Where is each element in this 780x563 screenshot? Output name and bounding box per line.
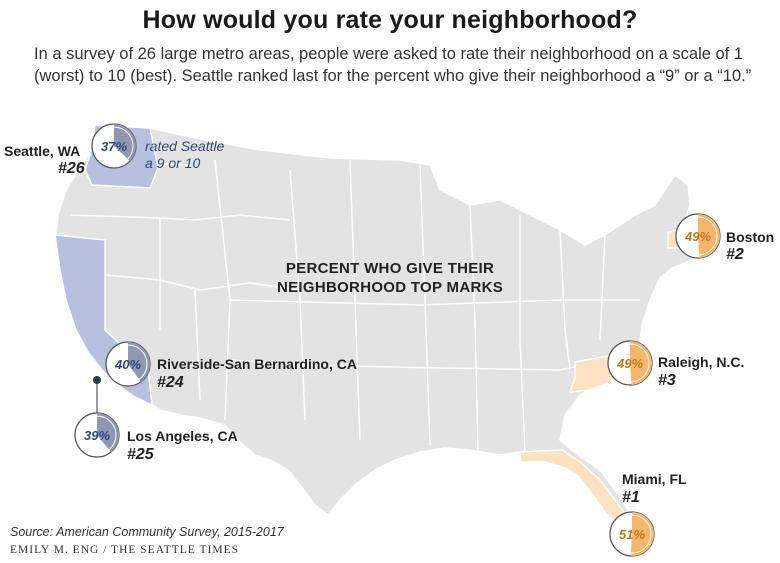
seattle-label: Seattle, WA bbox=[4, 143, 81, 159]
riverside-percent: 40% bbox=[114, 357, 142, 372]
raleigh-label: Raleigh, N.C. bbox=[658, 354, 745, 370]
riverside-pie-marker bbox=[105, 341, 151, 387]
seattle-rank: #26 bbox=[58, 160, 85, 177]
pie-wedge bbox=[630, 512, 654, 556]
seattle-pie-marker bbox=[91, 123, 137, 169]
boston-label: Boston bbox=[726, 229, 775, 245]
la-dot bbox=[93, 376, 101, 384]
pie-inner-ring bbox=[678, 216, 718, 256]
los-angeles-rank: #25 bbox=[127, 446, 154, 463]
center-label-line1: PERCENT WHO GIVE THEIR bbox=[285, 260, 495, 277]
los-angeles-label: Los Angeles, CA bbox=[127, 428, 238, 444]
chart-title: How would you rate your neighborhood? bbox=[142, 6, 638, 34]
chart-subtitle: In a survey of 26 large metro areas, peo… bbox=[34, 45, 752, 85]
note-line2: a 9 or 10 bbox=[145, 155, 201, 171]
miami-percent: 51% bbox=[618, 527, 646, 542]
pie-inner-ring bbox=[610, 343, 650, 383]
riverside-rank: #24 bbox=[157, 374, 184, 391]
raleigh-pie-marker bbox=[607, 340, 653, 386]
seattle-percent: 37% bbox=[100, 139, 128, 154]
boston-rank: #2 bbox=[726, 246, 744, 263]
miami-rank: #1 bbox=[622, 489, 640, 506]
seattle-note: rated Seattle a 9 or 10 bbox=[145, 138, 224, 172]
pie-wedge bbox=[128, 342, 150, 382]
florida-state bbox=[519, 449, 630, 525]
raleigh-percent: 49% bbox=[616, 356, 644, 371]
note-line1: rated Seattle bbox=[145, 138, 225, 154]
map-center-label: PERCENT WHO GIVE THEIR NEIGHBORHOOD TOP … bbox=[255, 259, 525, 297]
center-label-line2: NEIGHBORHOOD TOP MARKS bbox=[276, 279, 504, 296]
miami-label: Miami, FL bbox=[622, 471, 687, 487]
source-note: Source: American Community Survey, 2015-… bbox=[10, 525, 284, 539]
pie-wedge bbox=[698, 214, 720, 258]
miami-pie-marker bbox=[609, 511, 655, 557]
los-angeles-pie-marker bbox=[74, 412, 120, 458]
raleigh-rank: #3 bbox=[658, 372, 676, 389]
pie-inner-ring bbox=[77, 415, 117, 455]
los-angeles-percent: 39% bbox=[83, 428, 111, 443]
pie-wedge bbox=[630, 341, 652, 385]
pie-inner-ring bbox=[108, 344, 148, 384]
pie-inner-ring bbox=[94, 126, 134, 166]
credit-line: EMILY M. ENG / THE SEATTLE TIMES bbox=[10, 544, 239, 556]
pie-wedge bbox=[114, 124, 137, 162]
pie-inner-ring bbox=[612, 514, 652, 554]
boston-pie-marker bbox=[675, 213, 721, 259]
riverside-label: Riverside-San Bernardino, CA bbox=[157, 356, 357, 372]
boston-percent: 49% bbox=[684, 229, 712, 244]
pie-wedge bbox=[97, 413, 119, 452]
